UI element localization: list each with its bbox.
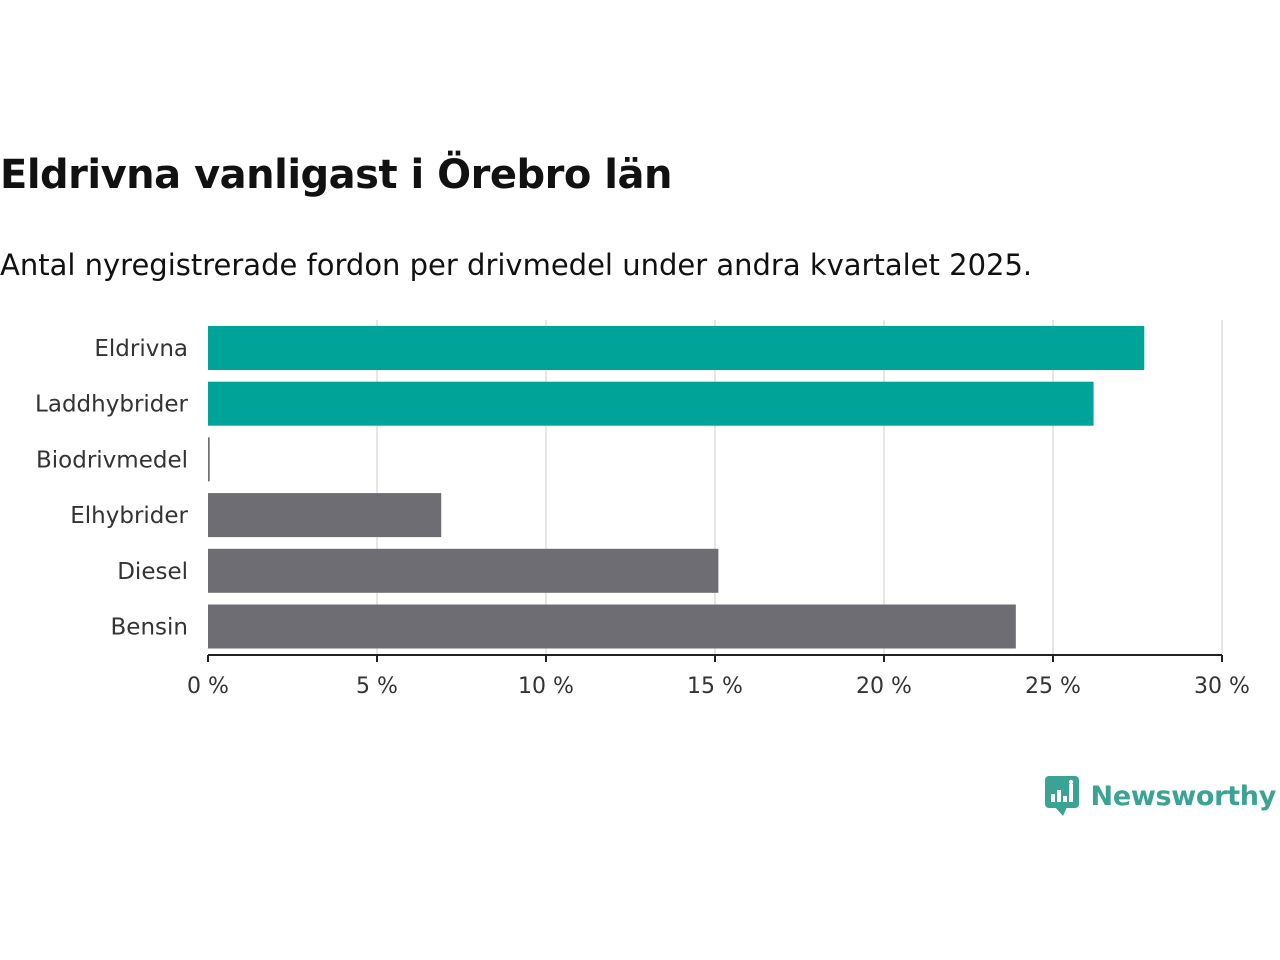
category-label-laddhybrider: Laddhybrider	[35, 392, 188, 418]
x-tick-label-5: 25 %	[1025, 674, 1081, 699]
newsworthy-logo-icon	[1044, 776, 1079, 816]
category-label-bensin: Bensin	[111, 615, 188, 641]
bar-laddhybrider	[208, 381, 1094, 426]
bar-eldrivna	[208, 326, 1145, 370]
bar-elhybrider	[208, 493, 442, 538]
chart-subtitle: Antal nyregistrerade fordon per drivmede…	[0, 248, 1033, 282]
brand-logo: Newsworthy	[1044, 776, 1277, 816]
bar-bensin	[208, 604, 1016, 649]
bar-diesel	[208, 548, 719, 593]
bar-chart: Eldrivna Laddhybrider Biodrivmedel Elhybrid…	[35, 320, 1250, 699]
category-label-eldrivna: Eldrivna	[94, 336, 188, 362]
brand-name: Newsworthy	[1090, 780, 1277, 812]
x-tick-label-3: 15 %	[687, 674, 743, 699]
category-label-elhybrider: Elhybrider	[70, 503, 188, 529]
grid-lines	[376, 320, 1223, 655]
x-tick-label-0: 0 %	[187, 674, 229, 699]
category-labels: Eldrivna Laddhybrider Biodrivmedel Elhybrid…	[35, 336, 188, 641]
category-label-biodrivmedel: Biodrivmedel	[36, 447, 188, 473]
x-tick-label-6: 30 %	[1194, 674, 1250, 699]
bar-biodrivmedel	[208, 437, 210, 482]
x-tick-label-2: 10 %	[518, 674, 574, 699]
category-label-diesel: Diesel	[117, 559, 188, 585]
chart-title: Eldrivna vanligast i Örebro län	[0, 152, 672, 198]
x-tick-label-1: 5 %	[356, 674, 398, 699]
bars	[208, 326, 1145, 649]
x-axis: 0 % 5 % 10 % 15 % 20 % 25 % 30 %	[187, 654, 1250, 699]
x-tick-label-4: 20 %	[856, 674, 912, 699]
